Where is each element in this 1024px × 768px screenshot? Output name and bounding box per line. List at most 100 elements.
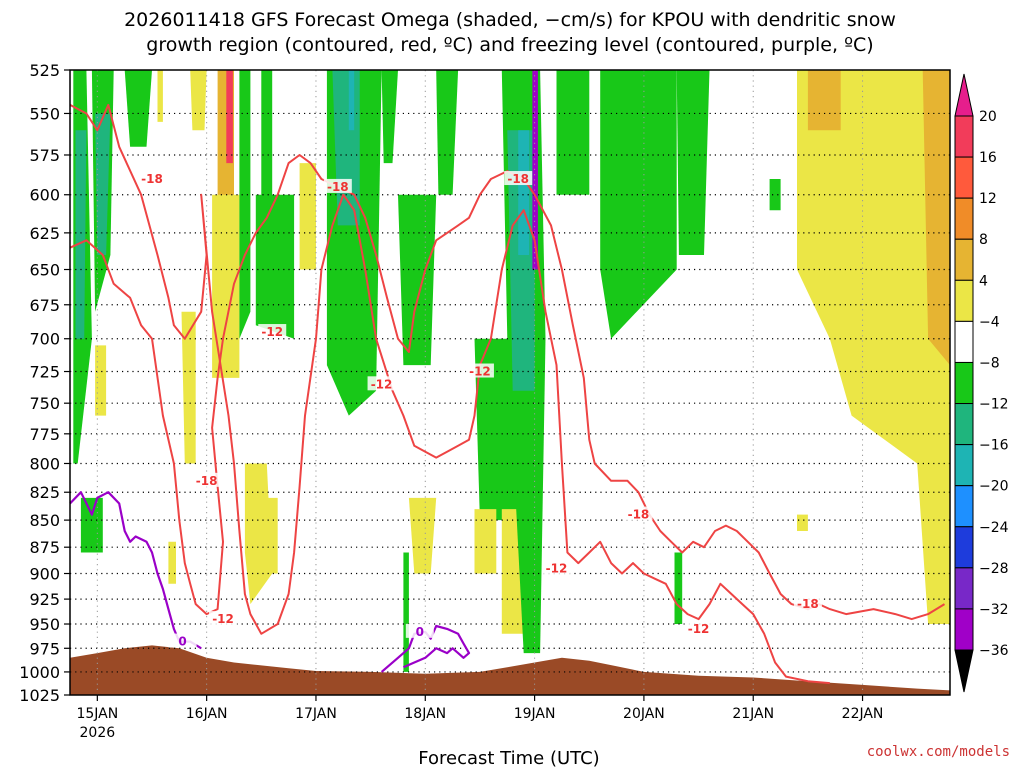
dgz-label-bg-5: [367, 376, 396, 391]
omega-region-6: [157, 70, 163, 122]
dgz-label-bg-8: [542, 560, 571, 575]
omega-region-40: [797, 70, 950, 624]
colorbar-label-4: 4: [979, 273, 988, 289]
dgz-contour-1: [69, 154, 946, 621]
y-tick-label-900: 900: [29, 565, 60, 584]
y-tick-label-1025: 1025: [19, 686, 60, 705]
y-tick-label-525: 525: [29, 61, 60, 80]
omega-region-4: [80, 497, 103, 553]
colorbar-swatch-6: [954, 361, 974, 405]
colorbar-swatch-4: [954, 279, 974, 322]
terrain-fill: [70, 645, 950, 695]
x-tick-label-22JAN: 22JAN: [842, 706, 884, 722]
colorbar-top-arrow: [954, 73, 974, 117]
x-tick-sublabel: 2026: [80, 725, 116, 741]
omega-region-23: [381, 70, 398, 164]
x-tick-label-17JAN: 17JAN: [295, 706, 337, 722]
y-tick-label-550: 550: [29, 104, 60, 123]
y-tick-label-775: 775: [29, 425, 60, 444]
dgz-label-11: -18: [797, 597, 819, 611]
terrain-layer: [70, 645, 950, 695]
chart-title: 2026011418 GFS Forecast Omega (shaded, −…: [124, 9, 896, 56]
colorbar-label-11: −28: [979, 561, 1009, 577]
colorbar-label-9: −20: [979, 479, 1009, 495]
dgz-label-bg-10: [684, 620, 713, 635]
omega-region-29: [474, 509, 497, 574]
omega-region-26: [403, 552, 409, 672]
y-tick-label-675: 675: [29, 296, 60, 315]
colorbar: 20 16 12 8 4 −4 −8 −12 −16 −20 −24 −28 −32 −36: [954, 73, 1009, 693]
y-tick-label-925: 925: [29, 590, 60, 609]
colorbar-swatch-1: [954, 156, 974, 199]
dgz-label-7: -18: [507, 172, 529, 186]
dgz-label-bg-2: [209, 611, 238, 626]
dgz-label-bg-4: [323, 178, 352, 193]
omega-region-24: [398, 194, 437, 366]
omega-shading: [73, 70, 950, 672]
colorbar-bottom-arrow: [954, 649, 974, 693]
y-tick-label-650: 650: [29, 261, 60, 280]
colorbar-swatch-3: [954, 238, 974, 281]
colorbar-swatch-2: [954, 197, 974, 240]
omega-region-41: [807, 70, 841, 131]
y-tick-label-875: 875: [29, 538, 60, 557]
colorbar-label-1: 16: [979, 150, 997, 166]
y-tick-label-625: 625: [29, 224, 60, 243]
colorbar-swatch-10: [954, 526, 974, 569]
freezing-label-1: 0: [416, 625, 424, 639]
colorbar-label-0: 20: [979, 109, 997, 125]
dgz-label-3: -12: [261, 325, 283, 339]
dgz-label-10: -12: [688, 622, 710, 636]
dgz-label-bg-3: [258, 324, 287, 339]
omega-region-9: [190, 70, 207, 131]
omega-region-36: [600, 70, 677, 339]
colorbar-swatch-11: [954, 567, 974, 610]
dgz-label-6: -12: [469, 365, 491, 379]
dgz-label-5: -12: [371, 377, 393, 391]
x-tick-label-15JAN: 15JAN: [76, 706, 118, 722]
dgz-label-9: -18: [628, 508, 650, 522]
dgz-contour-0: [69, 103, 830, 685]
y-tick-label-575: 575: [29, 146, 60, 165]
title-line-1: 2026011418 GFS Forecast Omega (shaded, −…: [124, 9, 896, 31]
freezing-contour-0: [69, 491, 202, 650]
y-tick-label-950: 950: [29, 615, 60, 634]
colorbar-swatch-12: [954, 608, 974, 651]
x-tick-label-20JAN: 20JAN: [623, 706, 665, 722]
title-line-2: growth region (contoured, red, ºC) and f…: [146, 34, 873, 56]
colorbar-label-6: −8: [979, 355, 1000, 371]
omega-region-16: [261, 70, 273, 211]
colorbar-label-5: −4: [979, 314, 1000, 330]
y-tick-label-1000: 1000: [19, 663, 60, 682]
dgz-label-bg-11: [793, 596, 822, 611]
x-tick-label-21JAN: 21JAN: [732, 706, 774, 722]
colorbar-label-3: 8: [979, 232, 988, 248]
dgz-label-1: -18: [196, 474, 218, 488]
y-tick-label-725: 725: [29, 363, 60, 382]
colorbar-swatch-0: [954, 115, 974, 158]
credit-link[interactable]: coolwx.com/models: [867, 744, 1010, 760]
omega-region-43: [797, 514, 808, 531]
x-axis-title: Forecast Time (UTC): [418, 748, 599, 768]
omega-region-14: [239, 70, 251, 339]
x-tick-label-18JAN: 18JAN: [404, 706, 446, 722]
freezing-label-0: 0: [178, 635, 186, 649]
omega-region-39: [769, 179, 781, 211]
dgz-label-4: -18: [327, 180, 349, 194]
dgz-label-bg-9: [624, 506, 653, 521]
colorbar-swatch-5: [954, 320, 974, 363]
freezing-level-contours: 00: [69, 491, 471, 673]
freezing-label-bg-0: [168, 633, 197, 648]
x-tick-label-16JAN: 16JAN: [186, 706, 228, 722]
x-axis: 15JAN 2026 16JAN 17JAN 18JAN 19JAN 20JAN 21JAN 2…: [76, 695, 883, 741]
omega-region-19: [299, 163, 316, 270]
omega-region-8: [95, 345, 107, 416]
colorbar-swatch-8: [954, 444, 974, 487]
colorbar-label-12: −32: [979, 602, 1009, 618]
colorbar-label-8: −16: [979, 438, 1009, 454]
x-tick-label-19JAN: 19JAN: [514, 706, 556, 722]
omega-region-22: [348, 70, 355, 131]
omega-region-1: [75, 130, 87, 339]
dgz-label-0: -18: [141, 172, 163, 186]
